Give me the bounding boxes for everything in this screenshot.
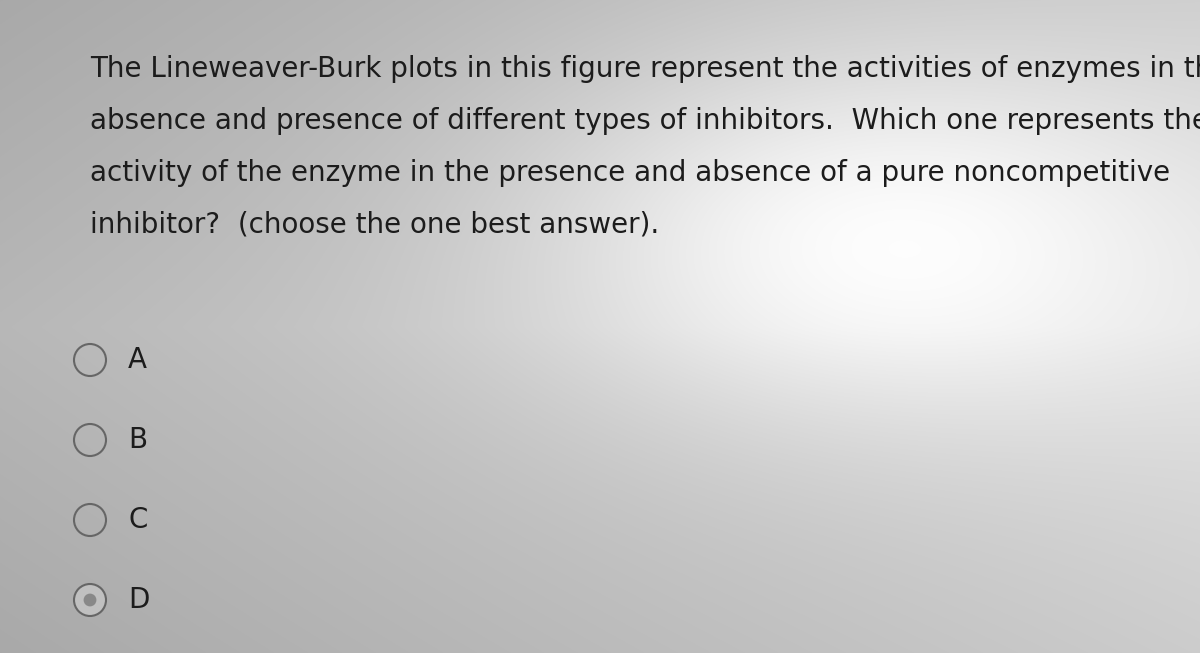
Circle shape — [84, 594, 96, 607]
Text: absence and presence of different types of inhibitors.  Which one represents the: absence and presence of different types … — [90, 107, 1200, 135]
Text: C: C — [128, 506, 148, 534]
Text: activity of the enzyme in the presence and absence of a pure noncompetitive: activity of the enzyme in the presence a… — [90, 159, 1170, 187]
Text: B: B — [128, 426, 148, 454]
Text: inhibitor?  (choose the one best answer).: inhibitor? (choose the one best answer). — [90, 211, 659, 239]
Text: A: A — [128, 346, 148, 374]
Circle shape — [74, 584, 106, 616]
Text: D: D — [128, 586, 149, 614]
Text: The Lineweaver-Burk plots in this figure represent the activities of enzymes in : The Lineweaver-Burk plots in this figure… — [90, 55, 1200, 83]
